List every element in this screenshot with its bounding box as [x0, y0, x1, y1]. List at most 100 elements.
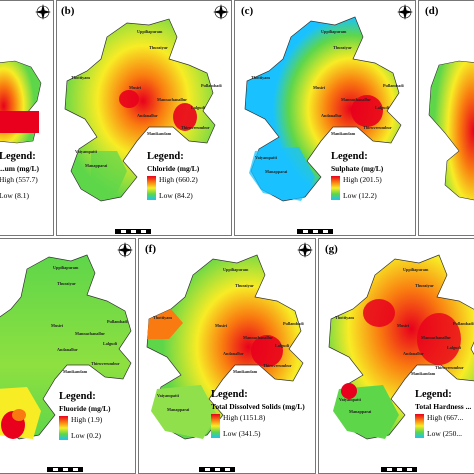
place-uppiliapuram: Uppiliapuram [223, 267, 249, 272]
place-uppiliapuram: Uppiliapuram [403, 267, 429, 272]
place-thuraiyur: Thuraiyur [235, 283, 254, 288]
map-panel-c: (c) Uppiliapuram Thuraiyur Thottiyam Mus… [234, 0, 416, 236]
place-pullambadi: Pullambadi [383, 83, 404, 88]
map-panel-a: Legend: ...um (mg/L) High (557.7) Low (8… [0, 0, 54, 236]
legend-low-label: Low [0, 190, 13, 200]
place-mannachanallur: Mannachanallur [341, 97, 372, 102]
place-mannachanallur: Mannachanallur [421, 335, 452, 340]
legend-low-label: Low [159, 190, 173, 200]
scale-bar [297, 229, 333, 234]
district-map-d [428, 60, 474, 201]
place-andanallur: Andanallur [321, 113, 342, 118]
legend-title: Legend: [147, 151, 184, 162]
legend-parameter: Total Hardness ... [415, 401, 472, 411]
place-thottiyam: Thottiyam [335, 315, 354, 320]
legend-g: Legend: Total Hardness ... High (667... … [415, 389, 471, 438]
legend-high-label: High [71, 414, 86, 424]
place-thuraiyur: Thuraiyur [333, 45, 352, 50]
legend-low-label: Low [343, 190, 357, 200]
legend-color-ramp [147, 175, 156, 200]
place-manapparai: Manapparai [167, 407, 190, 412]
district-map-c [244, 16, 402, 202]
place-vaiyampatti: Vaiyampatti [75, 149, 97, 154]
place-thuraiyur: Thuraiyur [149, 45, 168, 50]
district-map-g [328, 254, 474, 440]
north-arrow-icon [297, 242, 313, 258]
place-thottiyam: Thottiyam [251, 75, 270, 80]
legend-low-value: (12.2) [358, 190, 377, 200]
legend-color-ramp [59, 415, 68, 440]
legend-high-label: High [427, 412, 442, 422]
legend-high-value: (1151.8) [239, 412, 266, 422]
place-uppiliapuram: Uppiliapuram [321, 29, 347, 34]
place-pullambadi: Pullambadi [201, 83, 222, 88]
legend-high-label: High [159, 174, 174, 184]
district-map-e [0, 254, 132, 440]
panel-label: (c) [241, 5, 254, 17]
map-panel-b: (b) Uppiliapuram Thuraiyur Thottiyam Mus… [56, 0, 232, 236]
place-lalgudi: Lalgudi [447, 345, 461, 350]
place-thiruverumbur: Thiruverumbur [263, 363, 292, 368]
panel-label: (b) [61, 5, 75, 17]
legend-high-value: (557.7) [15, 174, 38, 184]
place-thuraiyur: Thuraiyur [57, 281, 76, 286]
place-andanallur: Andanallur [223, 351, 244, 356]
place-mannachanallur: Mannachanallur [75, 331, 106, 336]
legend-high-value: (1.9) [87, 414, 103, 424]
place-thottiyam: Thottiyam [153, 315, 172, 320]
legend-low-value: (0.2) [86, 430, 101, 440]
place-musiri: Musiri [215, 323, 228, 328]
place-lalgudi: Lalgudi [275, 343, 289, 348]
place-lalgudi: Lalgudi [103, 341, 117, 346]
legend-title: Legend: [331, 151, 368, 162]
north-arrow-icon [213, 4, 229, 20]
legend-parameter: Sulphate (mg/L) [331, 163, 384, 173]
legend-low-label: Low [223, 428, 237, 438]
place-thiruverumbur: Thiruverumbur [91, 361, 120, 366]
legend-high-value: (660.2) [175, 174, 198, 184]
legend-e: Legend: Fluoride (mg/L) High (1.9) Low (… [59, 391, 110, 440]
place-manikandam: Manikandam [63, 369, 88, 374]
legend-low-value: (341.5) [238, 428, 261, 438]
scale-bar [199, 467, 235, 472]
place-musiri: Musiri [129, 85, 142, 90]
place-manikandam: Manikandam [331, 131, 356, 136]
place-pullambadi: Pullambadi [283, 321, 304, 326]
place-thottiyam: Thottiyam [71, 75, 90, 80]
map-panel-d: (d) [418, 0, 474, 236]
district-map-b [64, 18, 216, 202]
north-arrow-icon [117, 242, 133, 258]
legend-c: Legend: Sulphate (mg/L) High (201.5) Low… [331, 151, 383, 200]
place-manikandam: Manikandam [233, 369, 258, 374]
legend-color-ramp [415, 413, 424, 438]
scale-bar [115, 229, 151, 234]
legend-high-label: High [0, 174, 14, 184]
legend-title: Legend: [415, 389, 452, 400]
place-musiri: Musiri [313, 85, 326, 90]
scale-bar [381, 467, 417, 472]
legend-high-value: (201.5) [359, 174, 382, 184]
legend-low-value: (8.1) [14, 190, 29, 200]
place-pullambadi: Pullambadi [453, 321, 474, 326]
legend-high-value: (667... [443, 412, 464, 422]
legend-low-value: (84.2) [174, 190, 193, 200]
place-vaiyampatti: Vaiyampatti [157, 393, 179, 398]
panel-label: (g) [325, 243, 338, 255]
place-musiri: Musiri [397, 323, 410, 328]
place-mannachanallur: Mannachanallur [157, 97, 188, 102]
legend-title: Legend: [59, 391, 96, 402]
place-musiri: Musiri [51, 323, 64, 328]
district-map-a [0, 60, 42, 144]
place-lalgudi: Lalgudi [191, 105, 205, 110]
place-andanallur: Andanallur [57, 347, 78, 352]
legend-parameter: Chloride (mg/L) [147, 163, 200, 173]
place-thuraiyur: Thuraiyur [415, 283, 434, 288]
map-panel-e: Uppiliapuram Thuraiyur Musiri Pullambadi… [0, 238, 136, 474]
place-mannachanallur: Mannachanallur [243, 335, 274, 340]
place-lalgudi: Lalgudi [375, 105, 389, 110]
place-manapparai: Manapparai [349, 409, 372, 414]
place-andanallur: Andanallur [137, 113, 158, 118]
place-manapparai: Manapparai [265, 169, 288, 174]
place-thiruverumbur: Thiruverumbur [181, 125, 210, 130]
north-arrow-icon [397, 4, 413, 20]
